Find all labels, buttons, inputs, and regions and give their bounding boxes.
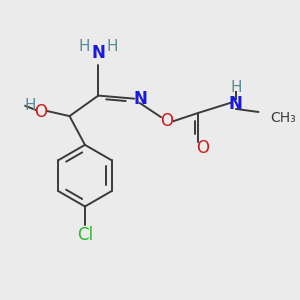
- Text: O: O: [34, 103, 47, 121]
- Text: H: H: [25, 98, 36, 113]
- Text: H: H: [107, 39, 118, 54]
- Text: CH₃: CH₃: [270, 111, 296, 125]
- Text: N: N: [134, 90, 147, 108]
- Text: N: N: [229, 95, 243, 113]
- Text: H: H: [230, 80, 242, 95]
- Text: O: O: [196, 139, 210, 157]
- Text: Cl: Cl: [77, 226, 93, 244]
- Text: H: H: [78, 39, 90, 54]
- Text: O: O: [160, 112, 174, 130]
- Text: N: N: [92, 44, 105, 62]
